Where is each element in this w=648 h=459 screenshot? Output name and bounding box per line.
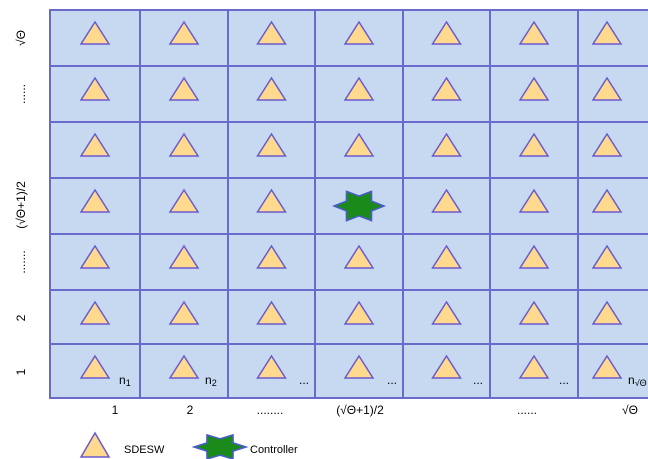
x-label: 2 [187,403,194,417]
switch [431,132,462,157]
node-label: n2 [205,373,217,388]
switch [431,188,462,213]
switch [168,20,200,45]
switch [518,76,550,101]
cell [227,9,316,67]
switch [256,76,287,101]
switch [591,244,623,269]
switch [256,132,287,157]
switch [256,20,287,45]
node-label: ... [299,373,309,387]
switch [431,20,462,45]
switch [343,132,375,157]
switch [431,244,462,269]
switch [168,244,200,269]
switch [518,188,550,213]
node-label-sub: √Θ [635,378,647,388]
legend-star [191,433,249,459]
switch [168,132,200,157]
node-label-sub: 2 [212,378,217,388]
switch [343,300,375,325]
switch [431,76,462,101]
x-label: (√Θ+1)/2 [336,403,384,417]
switch [343,20,375,45]
node-label-text: n [628,373,635,387]
switch [343,244,375,269]
x-label: ........ [257,403,284,417]
y-label: ...... [14,84,28,104]
switch [343,354,375,379]
node-label-text: n [119,373,126,387]
switch [591,20,623,45]
y-label: √Θ [14,30,28,46]
switch [256,244,287,269]
y-label: 2 [14,314,28,321]
switch [431,300,462,325]
switch [79,354,111,379]
switch [431,354,462,379]
node-label: ... [387,373,397,387]
y-label: 1 [14,368,28,375]
switch [79,244,111,269]
cells [49,9,648,399]
switch [168,76,200,101]
controller [331,190,387,222]
switch [518,20,550,45]
cell [49,343,141,399]
x-label: √Θ [622,403,638,417]
switch [79,20,111,45]
legend-label: SDESW [124,444,165,456]
legend-label: Controller [250,444,298,456]
node-label: ... [559,373,569,387]
node-label: n1 [119,373,131,388]
switch [591,354,623,379]
switch [591,188,623,213]
switch [79,132,111,157]
switch [518,244,550,269]
switch [518,354,550,379]
switch [168,300,200,325]
node-label-sub: 1 [126,378,131,388]
switch [518,132,550,157]
switch [256,300,287,325]
switch [256,354,287,379]
switch [79,300,111,325]
switch [518,300,550,325]
y-label: (√Θ+1)/2 [14,181,28,229]
switch [343,76,375,101]
switch [79,188,111,213]
switch [256,188,287,213]
cell [577,233,648,291]
node-label-text: ... [299,373,309,387]
x-label: 1 [112,403,119,417]
switch [591,76,623,101]
node-label-text: ... [387,373,397,387]
y-label: ....... [14,250,28,273]
x-label: ...... [517,403,537,417]
node-label: ... [473,373,483,387]
node-label-text: n [205,373,212,387]
switch [591,300,623,325]
node-label-text: ... [559,373,569,387]
switch [79,76,111,101]
node-label-text: ... [473,373,483,387]
switch [168,188,200,213]
switch [168,354,200,379]
legend-triangle [79,431,111,458]
labels: 1 2........ (√Θ+1)/2...... √Θ √Θ...... (√Θ+1)… [14,30,646,417]
node-label: n√Θ [628,373,647,388]
switch [591,132,623,157]
